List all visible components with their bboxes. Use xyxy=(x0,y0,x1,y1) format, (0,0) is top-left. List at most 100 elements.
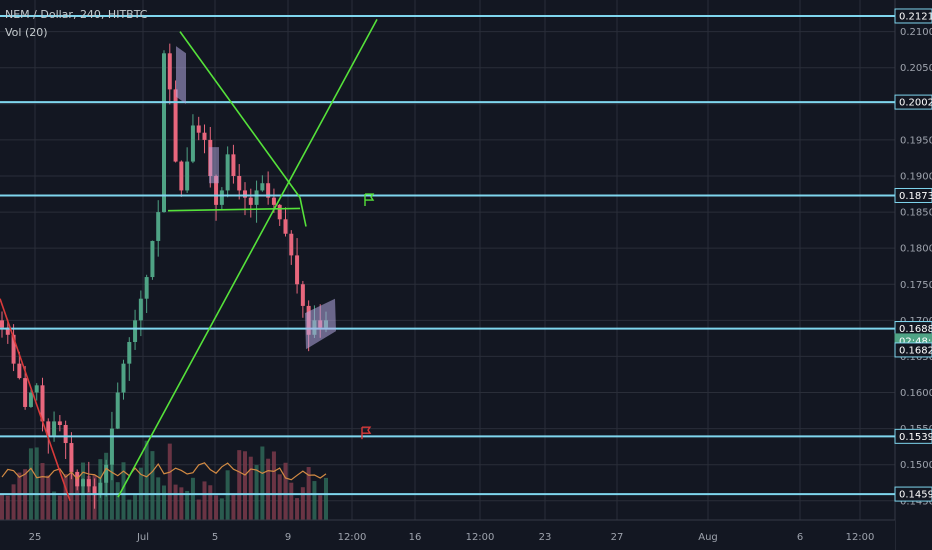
level-price-label: 0.20024 xyxy=(899,98,932,109)
candle-body xyxy=(81,479,85,487)
candle-body xyxy=(34,385,39,393)
flag-marker-red xyxy=(361,426,372,440)
level-price-label: 0.21217 xyxy=(899,11,932,22)
x-tick-label: 6 xyxy=(797,532,803,543)
x-tick-label: 5 xyxy=(212,532,218,543)
candle-body xyxy=(150,240,155,278)
volume-bar xyxy=(63,474,68,520)
ascending-trendline xyxy=(117,19,378,498)
volume-bar xyxy=(52,491,57,520)
x-tick-label: 12:00 xyxy=(466,532,495,543)
candle-body xyxy=(231,154,236,176)
candle-body xyxy=(185,161,190,191)
volume-bar xyxy=(167,443,172,520)
candle-body xyxy=(277,204,282,220)
volume-bar xyxy=(86,475,91,520)
candle-body xyxy=(121,363,126,393)
volume-bar xyxy=(162,485,166,520)
candle-body xyxy=(190,125,195,162)
volume-bar xyxy=(17,472,22,520)
candle-body xyxy=(109,428,114,465)
volume-bar xyxy=(300,487,305,520)
level-price-label: 0.14593 xyxy=(899,490,932,501)
candle-body xyxy=(17,363,22,379)
volume-bar xyxy=(202,481,207,520)
candle-body xyxy=(46,421,51,436)
candle-body xyxy=(167,53,172,90)
volume-bar xyxy=(121,462,126,520)
candle-body xyxy=(243,190,247,198)
candle-body xyxy=(295,255,300,285)
candle-body xyxy=(0,320,4,328)
volume-bar xyxy=(295,498,300,520)
volume-bar xyxy=(133,495,138,520)
candle-body xyxy=(260,183,265,191)
volume-bar xyxy=(283,462,288,520)
volume-bar xyxy=(271,451,276,520)
x-tick-label: 25 xyxy=(29,532,42,543)
candle-body xyxy=(104,464,109,483)
volume-moving-average xyxy=(1,462,327,481)
candle-body xyxy=(300,284,305,306)
volume-bar xyxy=(69,458,74,520)
volume-bar xyxy=(254,465,259,520)
trendline-tail xyxy=(299,197,307,227)
volume-bar xyxy=(46,475,51,520)
countdown-label: 02:48:49 xyxy=(899,336,932,347)
candle-body xyxy=(219,190,224,205)
candle-body xyxy=(40,385,45,422)
volume-bar xyxy=(318,495,323,520)
x-tick-label: 27 xyxy=(611,532,624,543)
candle-body xyxy=(57,421,62,425)
x-tick-label: Jul xyxy=(136,532,149,543)
red-trendline xyxy=(0,298,71,502)
candle-body xyxy=(271,197,276,205)
candle-body xyxy=(11,334,16,364)
highlight-box-top xyxy=(176,46,186,104)
price-tag-label: 0.16820 xyxy=(899,345,932,356)
candle-body xyxy=(248,197,253,205)
candle-body xyxy=(115,392,120,429)
candle-body xyxy=(196,125,201,133)
candle-body xyxy=(266,183,271,198)
x-tick-label: 12:00 xyxy=(846,532,875,543)
volume-bar xyxy=(196,499,201,520)
candle-body xyxy=(173,89,178,162)
horizontal-neckline xyxy=(167,207,301,212)
volume-bar xyxy=(173,484,178,520)
candle-body xyxy=(23,378,28,407)
volume-bar xyxy=(289,482,294,520)
candle-body xyxy=(52,421,57,436)
volume-bar xyxy=(109,458,114,520)
volume-bar xyxy=(57,495,62,520)
volume-bar xyxy=(179,487,184,520)
volume-bar xyxy=(40,463,45,520)
x-tick-label: 16 xyxy=(409,532,422,543)
candle-body xyxy=(92,486,97,494)
volume-bar xyxy=(75,475,80,520)
x-tick-label: 9 xyxy=(285,532,291,543)
candle-body xyxy=(214,176,219,205)
level-price-tag xyxy=(894,8,932,24)
volume-bar xyxy=(150,451,155,520)
level-price-label: 0.15393 xyxy=(899,432,932,443)
symbol-title: NEM / Dollar, 240, HITBTC xyxy=(5,8,148,21)
time-axis-background xyxy=(0,520,895,550)
volume-bar xyxy=(277,474,282,520)
volume-bar xyxy=(219,498,224,520)
candle-body xyxy=(179,161,184,191)
volume-indicator-label: Vol (20) xyxy=(5,26,48,39)
volume-bar xyxy=(214,495,219,520)
level-price-tag xyxy=(894,486,932,502)
